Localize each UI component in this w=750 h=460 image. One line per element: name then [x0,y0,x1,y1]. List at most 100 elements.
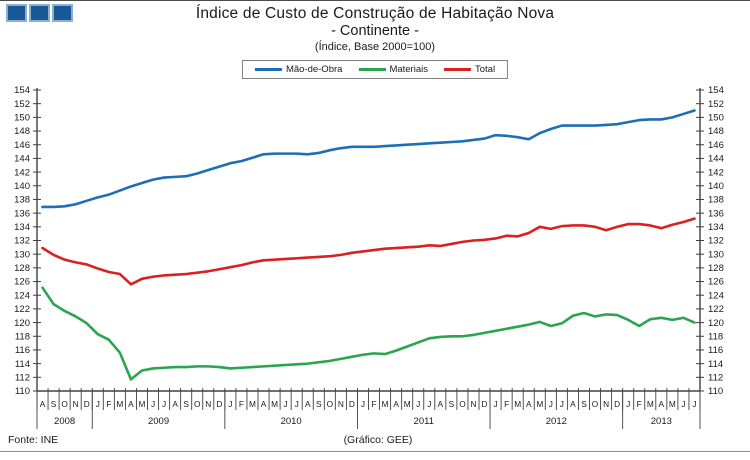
logo-square [29,4,50,22]
month-label: M [536,399,543,409]
month-label: A [526,399,532,409]
legend-item-mão-de-obra: Mão-de-Obra [254,64,342,75]
y-tick-label-left: 146 [14,140,30,151]
month-label: J [626,399,630,409]
y-tick-label-left: 110 [15,386,30,397]
legend-swatch [254,68,282,71]
month-label: M [669,399,676,409]
y-tick-label-right: 126 [708,277,724,288]
series-line-total [41,217,696,286]
legend-item-total: Total [443,64,495,75]
month-label: M [647,399,654,409]
month-label: A [570,399,576,409]
y-tick-label-right: 148 [708,126,724,137]
y-tick-label-right: 132 [708,236,724,247]
month-label: S [183,399,189,409]
source-note: Fonte: INE [8,434,59,446]
month-label: A [40,399,46,409]
month-label: S [581,399,587,409]
y-tick-label-right: 138 [708,195,724,206]
month-label: D [349,399,355,409]
y-tick-label-left: 122 [14,304,30,315]
month-label: N [603,399,609,409]
y-tick-label-right: 116 [708,345,723,356]
y-tick-label-left: 130 [14,249,30,260]
year-label: 2011 [414,416,434,427]
bottom-border-line [0,451,750,452]
credit-note: (Gráfico: GEE) [343,434,413,446]
year-label: 2012 [546,416,567,427]
legend-label: Materiais [389,64,428,75]
month-label: J [162,399,166,409]
month-label: S [316,399,322,409]
month-label: O [459,399,466,409]
month-label: F [106,399,111,409]
y-tick-label-left: 120 [14,318,30,329]
month-label: N [338,399,344,409]
y-tick-label-left: 114 [15,359,30,370]
month-label: O [194,399,201,409]
y-tick-label-left: 112 [15,373,30,384]
month-label: A [305,399,311,409]
month-label: F [239,399,244,409]
year-label: 2009 [148,416,169,427]
legend-item-materiais: Materiais [358,64,428,75]
month-label: J [416,399,420,409]
month-label: D [216,399,222,409]
y-tick-label-right: 144 [708,154,724,165]
month-label: J [228,399,232,409]
month-label: J [295,399,299,409]
month-label: N [73,399,79,409]
month-label: N [470,399,476,409]
month-label: O [327,399,334,409]
month-label: O [592,399,599,409]
month-label: M [139,399,146,409]
y-tick-label-right: 152 [708,99,724,110]
logo-squares [6,4,73,22]
legend-swatch [358,68,386,71]
series-line-materiais [41,286,696,381]
series-line-mão-de-obra [41,109,696,209]
month-label: S [449,399,455,409]
y-tick-label-right: 128 [708,263,724,274]
y-tick-label-right: 142 [708,167,724,178]
y-tick-label-left: 154 [14,85,30,96]
month-label: A [128,399,134,409]
y-tick-label-right: 154 [708,85,724,96]
month-label: J [560,399,564,409]
y-tick-label-left: 134 [14,222,30,233]
month-label: A [393,399,399,409]
month-label: A [659,399,665,409]
month-label: J [96,399,100,409]
y-tick-label-left: 128 [14,263,30,274]
month-label: F [637,399,642,409]
y-tick-label-left: 152 [14,99,30,110]
y-tick-label-left: 118 [15,331,30,342]
y-tick-label-right: 114 [708,359,723,370]
y-tick-label-left: 132 [14,236,30,247]
year-label: 2008 [54,416,75,427]
month-label: M [514,399,521,409]
y-tick-label-right: 150 [708,113,724,124]
legend-swatch [443,68,471,71]
y-tick-label-left: 142 [14,167,30,178]
y-tick-label-left: 144 [14,154,30,165]
month-label: J [549,399,553,409]
y-tick-label-right: 124 [708,290,724,301]
y-tick-label-right: 140 [708,181,724,192]
logo-square [52,4,73,22]
y-tick-label-right: 136 [708,208,724,219]
y-tick-label-right: 134 [708,222,724,233]
y-tick-label-left: 124 [14,290,30,301]
month-label: M [116,399,123,409]
month-label: J [681,399,685,409]
month-label: M [249,399,256,409]
y-tick-label-left: 138 [14,195,30,206]
y-tick-label-left: 136 [14,208,30,219]
year-label: 2013 [651,416,672,427]
month-label: J [361,399,365,409]
y-tick-label-left: 148 [14,126,30,137]
y-tick-label-right: 110 [708,386,723,397]
